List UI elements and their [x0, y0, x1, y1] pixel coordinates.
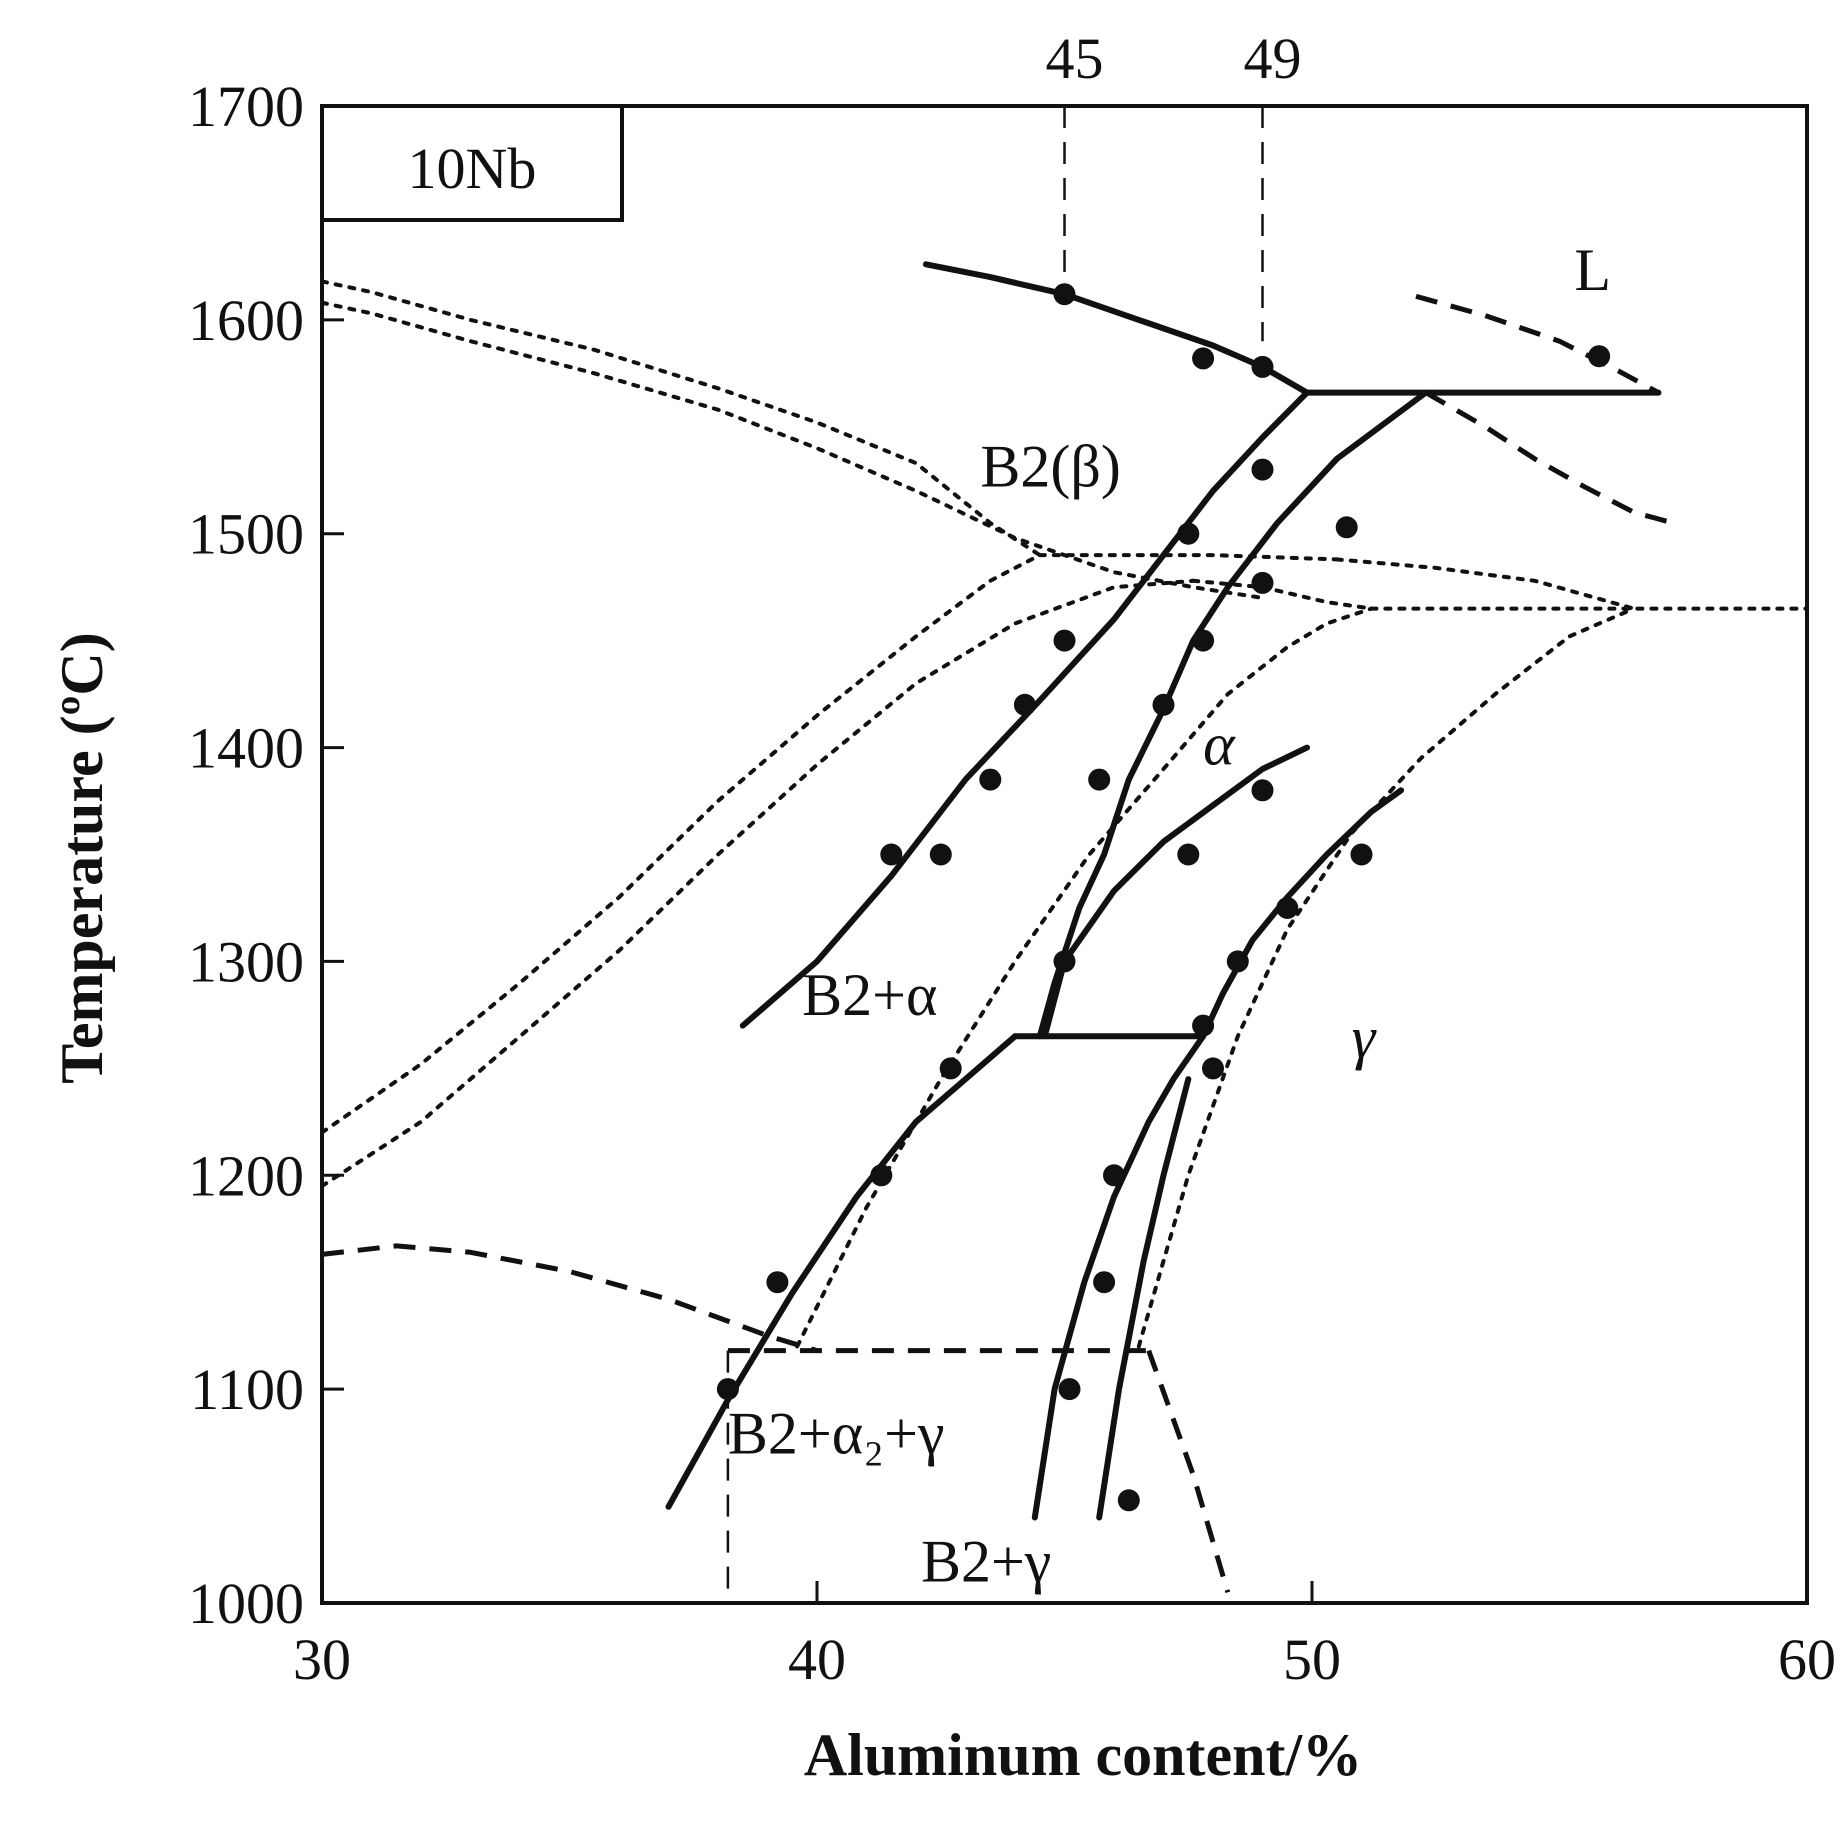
y-tick-label: 1000 — [188, 1571, 304, 1636]
boundary-solid-9 — [1200, 787, 1405, 1040]
boundary-dotted-17 — [1191, 578, 1374, 611]
data-point — [1053, 283, 1076, 306]
boundary-dotted-16 — [1037, 553, 1339, 562]
y-tick-label: 1600 — [188, 288, 304, 353]
data-point — [870, 1164, 893, 1187]
data-point — [1093, 1271, 1116, 1294]
data-point — [1058, 1378, 1081, 1401]
data-point — [716, 1378, 739, 1401]
data-point — [1053, 950, 1076, 973]
phase-label: α — [1203, 712, 1236, 778]
x-axis-title: Aluminum content/% — [804, 1722, 1362, 1788]
data-point — [1192, 1014, 1215, 1037]
phase-boundaries — [320, 106, 1809, 1603]
y-tick-label: 1200 — [188, 1143, 304, 1208]
y-tick-label: 1700 — [188, 74, 304, 139]
phase-labels: L B2(β) α B2+α γ B2+α₂+γ B2+γ — [728, 237, 1611, 1595]
phase-label: L — [1574, 237, 1611, 303]
boundary-dashed-22 — [321, 1243, 818, 1353]
phase-label: B2+α₂+γ — [728, 1400, 945, 1466]
boundary-dotted-12 — [320, 279, 1042, 558]
data-point — [1103, 1164, 1125, 1187]
data-point — [1335, 516, 1358, 539]
data-point — [1013, 693, 1036, 716]
phase-label: B2+α — [802, 962, 937, 1028]
data-point — [1251, 458, 1274, 481]
x-tick-label: 60 — [1778, 1627, 1836, 1692]
y-tick-label: 1400 — [188, 716, 304, 781]
data-point — [1251, 571, 1274, 594]
boundary-solid-10 — [1031, 1033, 1207, 1521]
x-tick-label: 40 — [788, 1627, 846, 1692]
data-point — [1192, 347, 1215, 370]
boundary-dashed-2 — [1415, 293, 1660, 395]
data-point — [1088, 768, 1111, 791]
plot-frame — [320, 104, 1809, 1605]
y-tick-label: 1100 — [190, 1357, 304, 1422]
data-point — [1276, 897, 1299, 919]
data-point — [1251, 355, 1274, 378]
boundary-dashed-3 — [1424, 390, 1674, 526]
data-point — [939, 1057, 962, 1080]
y-tick-label: 1300 — [188, 929, 304, 994]
data-point — [1192, 629, 1215, 652]
data-point — [1177, 522, 1200, 545]
top-tick-label: 49 — [1244, 26, 1302, 91]
data-point — [1226, 950, 1249, 973]
boundary-dotted-20 — [795, 606, 1374, 1349]
data-points — [716, 283, 1611, 1512]
boundary-dotted-21 — [1136, 606, 1636, 1349]
data-point — [766, 1271, 789, 1294]
data-point — [1251, 779, 1274, 802]
boundary-solid-11 — [1096, 1076, 1192, 1521]
boundary-dotted-13 — [320, 300, 1265, 600]
axis-ticks: 30 40 50 60 1000 1100 1200 1300 1400 1500 1600 1700… — [188, 26, 1836, 1692]
alloy-label: 10Nb — [408, 136, 537, 201]
data-point — [1152, 693, 1175, 716]
top-tick-label: 45 — [1046, 26, 1104, 91]
boundary-dotted-15 — [320, 578, 1196, 1188]
data-point — [1177, 843, 1200, 866]
boundary-solid-0 — [922, 261, 1310, 396]
phase-label: γ — [1352, 1005, 1377, 1071]
boundary-solid-4 — [739, 389, 1310, 1029]
data-point — [1202, 1057, 1224, 1080]
y-axis-title: Temperature (ºC) — [49, 632, 115, 1083]
phase-label: B2(β) — [980, 434, 1121, 500]
alloy-label-box: 10Nb — [320, 104, 624, 222]
data-point — [880, 843, 903, 866]
data-point — [1588, 345, 1611, 368]
data-point — [1350, 843, 1373, 866]
y-tick-label: 1500 — [188, 502, 304, 567]
x-tick-label: 50 — [1283, 1627, 1341, 1692]
phase-label: B2+γ — [921, 1529, 1051, 1595]
data-point — [929, 843, 952, 866]
boundary-dashed-25 — [1146, 1349, 1231, 1594]
data-point — [1117, 1489, 1140, 1512]
x-tick-label: 30 — [293, 1627, 351, 1692]
data-point — [1053, 629, 1076, 652]
boundary-dotted-18 — [1334, 557, 1636, 611]
data-point — [979, 768, 1002, 791]
boundary-dotted-14 — [320, 553, 1042, 1135]
